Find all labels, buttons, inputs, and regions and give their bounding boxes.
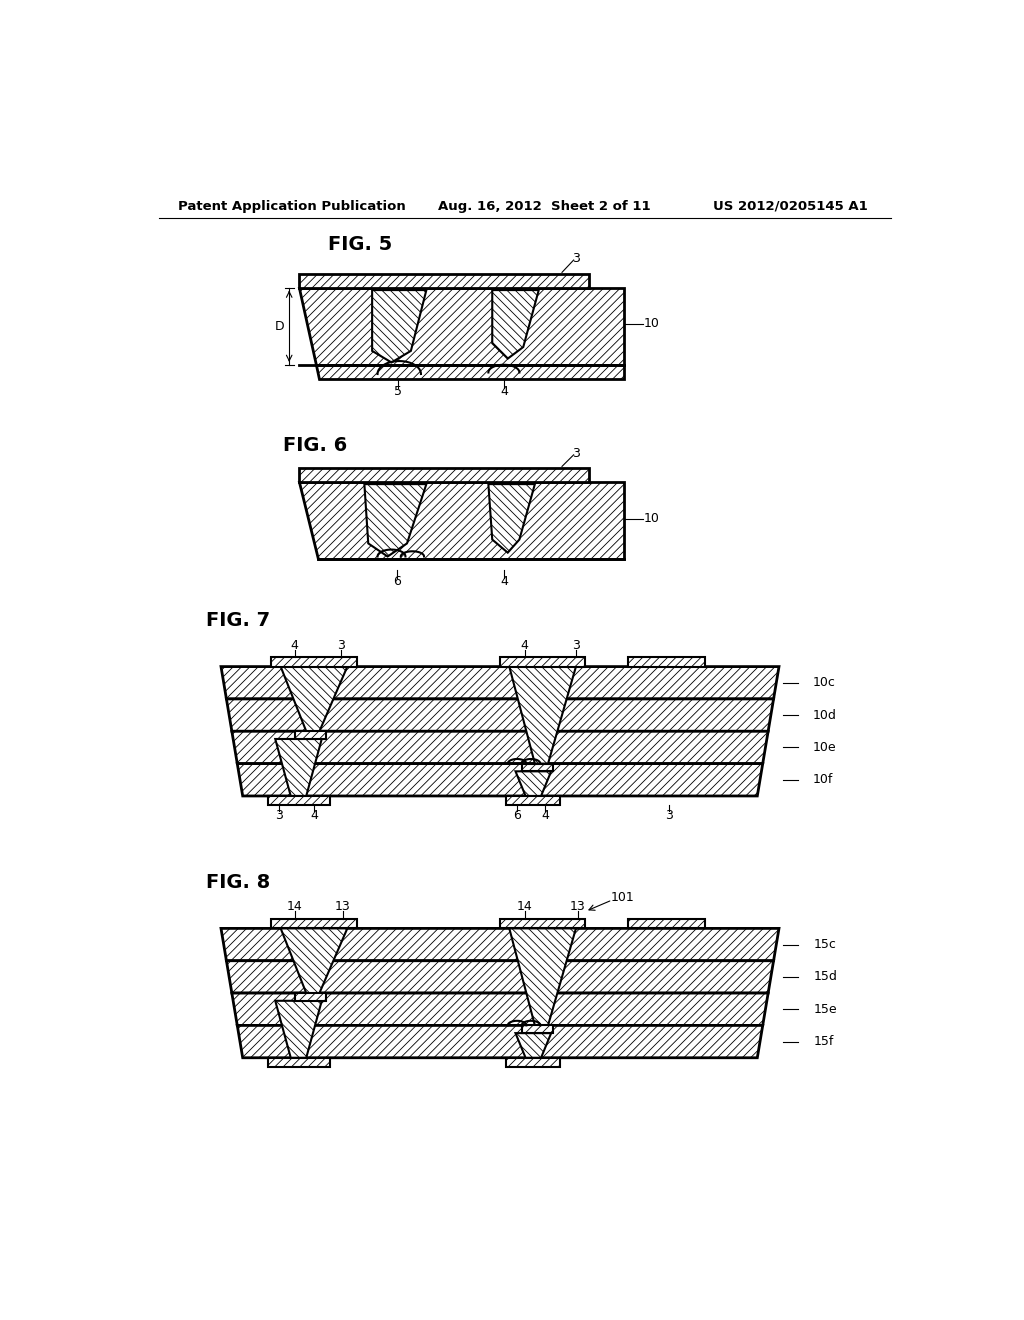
Text: 4: 4: [500, 576, 508, 589]
Text: 14: 14: [517, 900, 532, 913]
Polygon shape: [271, 919, 356, 928]
Polygon shape: [372, 290, 426, 363]
Polygon shape: [295, 993, 326, 1001]
Text: FIG. 8: FIG. 8: [206, 873, 269, 892]
Text: 10c: 10c: [812, 676, 836, 689]
Text: 14: 14: [287, 900, 302, 913]
Text: D: D: [275, 319, 285, 333]
Polygon shape: [271, 657, 356, 667]
Text: 15d: 15d: [814, 970, 838, 983]
Text: 13: 13: [569, 900, 586, 913]
Text: 10f: 10f: [812, 774, 833, 787]
Polygon shape: [515, 1034, 551, 1057]
Text: 3: 3: [572, 446, 580, 459]
Text: 3: 3: [275, 809, 283, 822]
Text: 15e: 15e: [814, 1003, 838, 1016]
Polygon shape: [275, 739, 322, 796]
Text: 10d: 10d: [812, 709, 837, 722]
Polygon shape: [267, 1057, 330, 1067]
Text: 15c: 15c: [814, 939, 837, 952]
Text: 13: 13: [335, 900, 350, 913]
Polygon shape: [231, 993, 768, 1026]
Text: 10: 10: [643, 317, 659, 330]
Polygon shape: [299, 469, 589, 482]
Text: 4: 4: [310, 809, 317, 822]
Polygon shape: [295, 731, 326, 739]
Text: Aug. 16, 2012  Sheet 2 of 11: Aug. 16, 2012 Sheet 2 of 11: [438, 199, 650, 213]
Polygon shape: [238, 1026, 763, 1057]
Polygon shape: [521, 1026, 553, 1034]
Polygon shape: [281, 667, 347, 731]
Polygon shape: [500, 919, 586, 928]
Polygon shape: [221, 667, 779, 700]
Polygon shape: [238, 763, 763, 796]
Polygon shape: [299, 288, 624, 364]
Text: FIG. 7: FIG. 7: [206, 611, 269, 630]
Text: 10e: 10e: [812, 741, 836, 754]
Polygon shape: [281, 928, 347, 993]
Text: 101: 101: [610, 891, 634, 904]
Polygon shape: [231, 731, 768, 763]
Text: 3: 3: [572, 639, 580, 652]
Text: 3: 3: [572, 252, 580, 265]
Polygon shape: [506, 796, 560, 805]
Polygon shape: [275, 1001, 322, 1057]
Text: FIG. 6: FIG. 6: [283, 436, 347, 455]
Polygon shape: [226, 700, 773, 731]
Polygon shape: [221, 928, 779, 961]
Polygon shape: [521, 763, 553, 771]
Polygon shape: [500, 657, 586, 667]
Polygon shape: [226, 961, 773, 993]
Text: 10: 10: [644, 512, 659, 525]
Polygon shape: [506, 1057, 560, 1067]
Text: 6: 6: [393, 576, 400, 589]
Text: Patent Application Publication: Patent Application Publication: [178, 199, 407, 213]
Polygon shape: [488, 484, 535, 553]
Text: 4: 4: [541, 809, 549, 822]
Text: US 2012/0205145 A1: US 2012/0205145 A1: [713, 199, 868, 213]
Polygon shape: [493, 290, 539, 359]
Text: 6: 6: [513, 809, 521, 822]
Text: 5: 5: [393, 385, 401, 399]
Text: 3: 3: [337, 639, 345, 652]
Polygon shape: [509, 928, 575, 1026]
Text: 3: 3: [665, 809, 673, 822]
Text: FIG. 5: FIG. 5: [328, 235, 392, 255]
Text: 4: 4: [291, 639, 299, 652]
Text: 4: 4: [500, 385, 508, 399]
Polygon shape: [315, 364, 624, 379]
Polygon shape: [299, 275, 589, 288]
Text: 4: 4: [521, 639, 528, 652]
Polygon shape: [628, 657, 706, 667]
Polygon shape: [299, 482, 624, 558]
Polygon shape: [267, 796, 330, 805]
Text: 15f: 15f: [814, 1035, 835, 1048]
Polygon shape: [628, 919, 706, 928]
Polygon shape: [509, 667, 575, 763]
Polygon shape: [515, 771, 551, 796]
Polygon shape: [365, 484, 426, 557]
